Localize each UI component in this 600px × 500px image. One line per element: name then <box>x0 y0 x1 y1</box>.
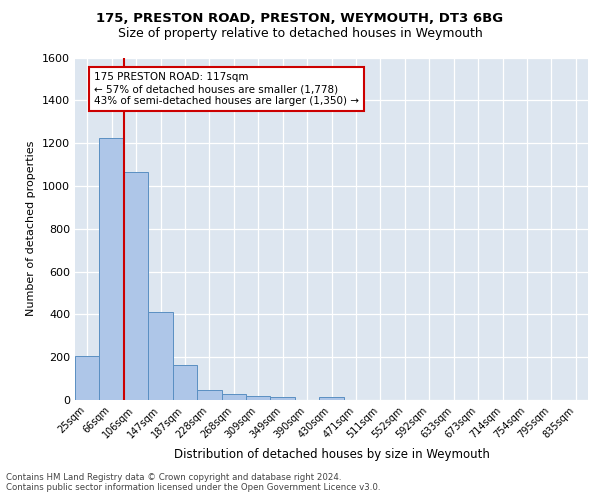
Bar <box>271 397 295 400</box>
Bar <box>148 312 173 400</box>
Bar <box>246 396 271 400</box>
Bar <box>173 365 197 400</box>
Text: Contains HM Land Registry data © Crown copyright and database right 2024.
Contai: Contains HM Land Registry data © Crown c… <box>6 473 380 492</box>
Y-axis label: Number of detached properties: Number of detached properties <box>26 141 37 316</box>
X-axis label: Distribution of detached houses by size in Weymouth: Distribution of detached houses by size … <box>173 448 490 461</box>
Bar <box>197 390 221 400</box>
Bar <box>100 138 124 400</box>
Bar <box>124 172 148 400</box>
Bar <box>221 394 246 400</box>
Bar <box>319 397 344 400</box>
Text: 175 PRESTON ROAD: 117sqm
← 57% of detached houses are smaller (1,778)
43% of sem: 175 PRESTON ROAD: 117sqm ← 57% of detach… <box>94 72 359 106</box>
Text: Size of property relative to detached houses in Weymouth: Size of property relative to detached ho… <box>118 28 482 40</box>
Bar <box>75 356 100 400</box>
Text: 175, PRESTON ROAD, PRESTON, WEYMOUTH, DT3 6BG: 175, PRESTON ROAD, PRESTON, WEYMOUTH, DT… <box>97 12 503 26</box>
